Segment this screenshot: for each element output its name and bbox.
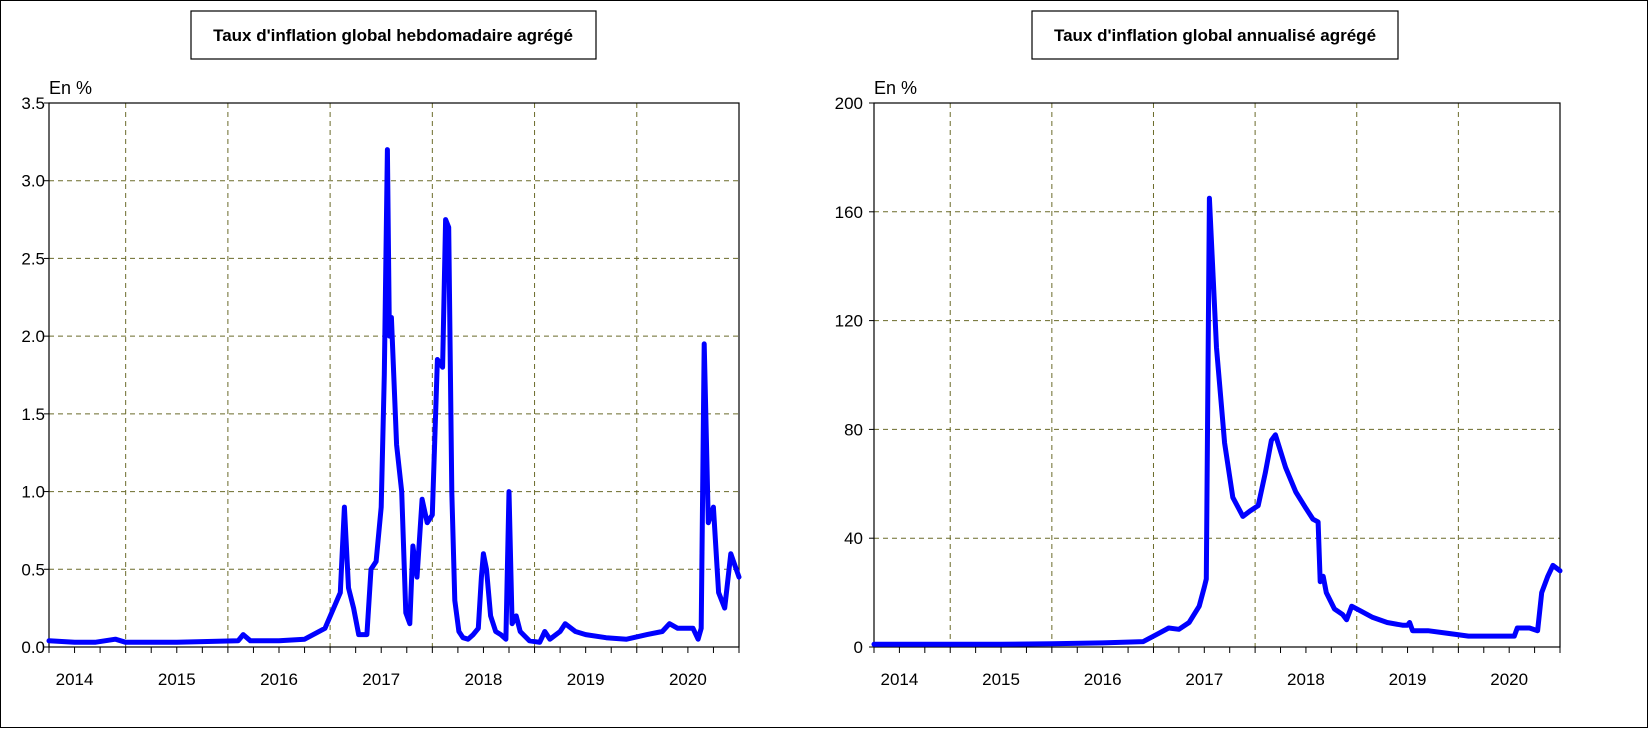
x-tick-label: 2020: [669, 670, 707, 689]
y-tick-label: 80: [844, 420, 863, 439]
x-tick-label: 2018: [465, 670, 503, 689]
y-tick-label: 200: [835, 94, 863, 113]
y-tick-label: 0.5: [21, 560, 45, 579]
x-tick-label: 2019: [1389, 670, 1427, 689]
chart-weekly-ylabel: En %: [49, 78, 92, 98]
y-tick-label: 1.0: [21, 483, 45, 502]
chart-annualized-y-axis: 0 40 80 120 160 200: [835, 94, 874, 657]
chart-weekly-series: [46, 147, 742, 645]
chart-annualized-title: Taux d'inflation global annualisé agrégé: [1054, 26, 1376, 45]
x-tick-label: 2019: [567, 670, 605, 689]
series-line: [46, 147, 742, 645]
y-tick-label: 160: [835, 203, 863, 222]
x-tick-label: 2016: [1084, 670, 1122, 689]
x-tick-label: 2020: [1490, 670, 1528, 689]
y-tick-label: 40: [844, 529, 863, 548]
chart-annualized-x-axis: 2014 2015 2016 2017 2018 2019 2020: [873, 647, 1561, 689]
chart-weekly-title: Taux d'inflation global hebdomadaire agr…: [213, 26, 573, 45]
y-tick-label: 2.0: [21, 327, 45, 346]
y-tick-label: 3.0: [21, 172, 45, 191]
x-tick-label: 2017: [1185, 670, 1223, 689]
chart-weekly: Taux d'inflation global hebdomadaire agr…: [21, 10, 742, 689]
x-tick-label: 2018: [1287, 670, 1325, 689]
series-line: [871, 195, 1563, 647]
chart-annualized-title-box: [1031, 10, 1399, 60]
y-tick-label: 120: [835, 312, 863, 331]
x-tick-label: 2016: [260, 670, 298, 689]
y-tick-label: 3.5: [21, 94, 45, 113]
chart-annualized-series: [871, 195, 1563, 647]
chart-weekly-title-box: [190, 10, 597, 60]
y-tick-label: 0.0: [21, 638, 45, 657]
x-tick-label: 2015: [982, 670, 1020, 689]
chart-annualized-plot-area: [873, 102, 1561, 648]
chart-weekly-x-axis: 2014 2015 2016 2017 2018 2019 2020: [48, 647, 740, 689]
x-tick-label: 2015: [158, 670, 196, 689]
chart-weekly-y-axis: 0.0 0.5 1.0 1.5 2.0 2.5 3.0 3.5: [21, 94, 49, 657]
x-tick-label: 2017: [362, 670, 400, 689]
y-tick-label: 2.5: [21, 249, 45, 268]
x-tick-label: 2014: [56, 670, 94, 689]
y-tick-label: 1.5: [21, 405, 45, 424]
y-tick-label: 0: [854, 638, 863, 657]
chart-annualized: Taux d'inflation global annualisé agrégé…: [835, 10, 1563, 689]
chart-weekly-plot-area: [48, 102, 740, 648]
x-tick-label: 2014: [880, 670, 918, 689]
chart-annualized-ylabel: En %: [874, 78, 917, 98]
